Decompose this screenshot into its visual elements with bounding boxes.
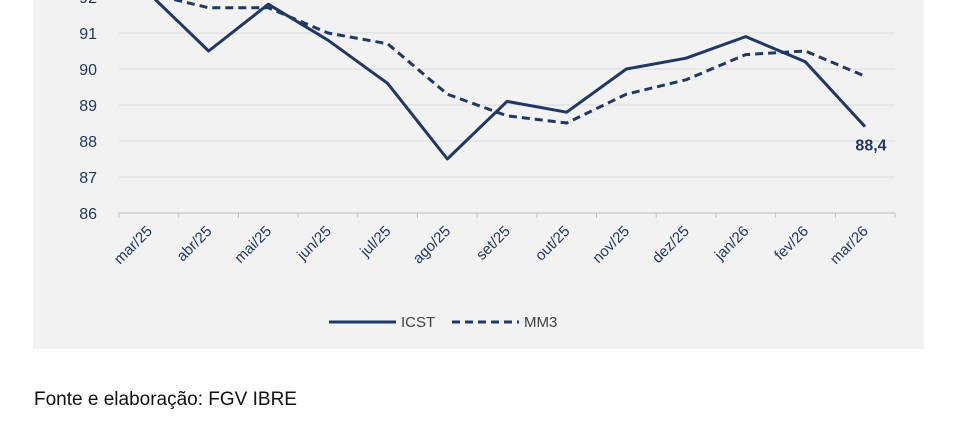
x-tick-label: jun/25 <box>293 223 335 265</box>
x-tick-label: fev/26 <box>771 223 812 264</box>
source-note: Fonte e elaboração: FGV IBRE <box>34 389 297 410</box>
legend: ICST MM3 <box>329 314 557 331</box>
series-line-mm3 <box>169 0 866 125</box>
x-tick-label: set/25 <box>473 223 514 264</box>
y-axis: 86 87 88 89 90 91 92 <box>79 0 97 223</box>
x-tick-label: jan/26 <box>711 223 753 265</box>
data-labels: 88,4 <box>855 138 886 155</box>
y-tick-label: 89 <box>79 98 97 115</box>
gridlines <box>119 32 895 178</box>
legend-label-mm3: MM3 <box>524 314 557 331</box>
y-tick-label: 91 <box>79 26 97 43</box>
y-tick-label: 88 <box>79 134 97 151</box>
x-tick-label: dez/25 <box>649 223 693 267</box>
data-label: 88,4 <box>855 138 886 155</box>
y-tick-label: 87 <box>79 170 97 187</box>
x-tick-label: mar/26 <box>827 223 872 268</box>
chart-panel: 86 87 88 89 90 91 92 mar/25 abr/25 mai/25 jun/25 j… <box>33 0 924 349</box>
x-tick-label: ago/25 <box>410 223 454 267</box>
y-tick-label: 90 <box>79 62 97 79</box>
x-axis: mar/25 abr/25 mai/25 jun/25 jul/25 ago/25 set/… <box>111 212 896 268</box>
x-tick-label: abr/25 <box>173 223 215 265</box>
y-tick-label: 86 <box>79 206 97 223</box>
series-line-icst <box>153 0 867 161</box>
y-tick-label: 92 <box>79 0 97 7</box>
legend-label-icst: ICST <box>401 314 435 331</box>
series-lines <box>153 0 867 161</box>
x-tick-label: jul/25 <box>356 223 394 261</box>
x-tick-label: out/25 <box>532 223 574 265</box>
x-tick-label: nov/25 <box>589 223 633 267</box>
line-chart: 86 87 88 89 90 91 92 mar/25 abr/25 mai/25 jun/25 j… <box>79 0 896 331</box>
x-tick-label: mai/25 <box>231 223 275 267</box>
x-tick-label: mar/25 <box>111 223 156 268</box>
